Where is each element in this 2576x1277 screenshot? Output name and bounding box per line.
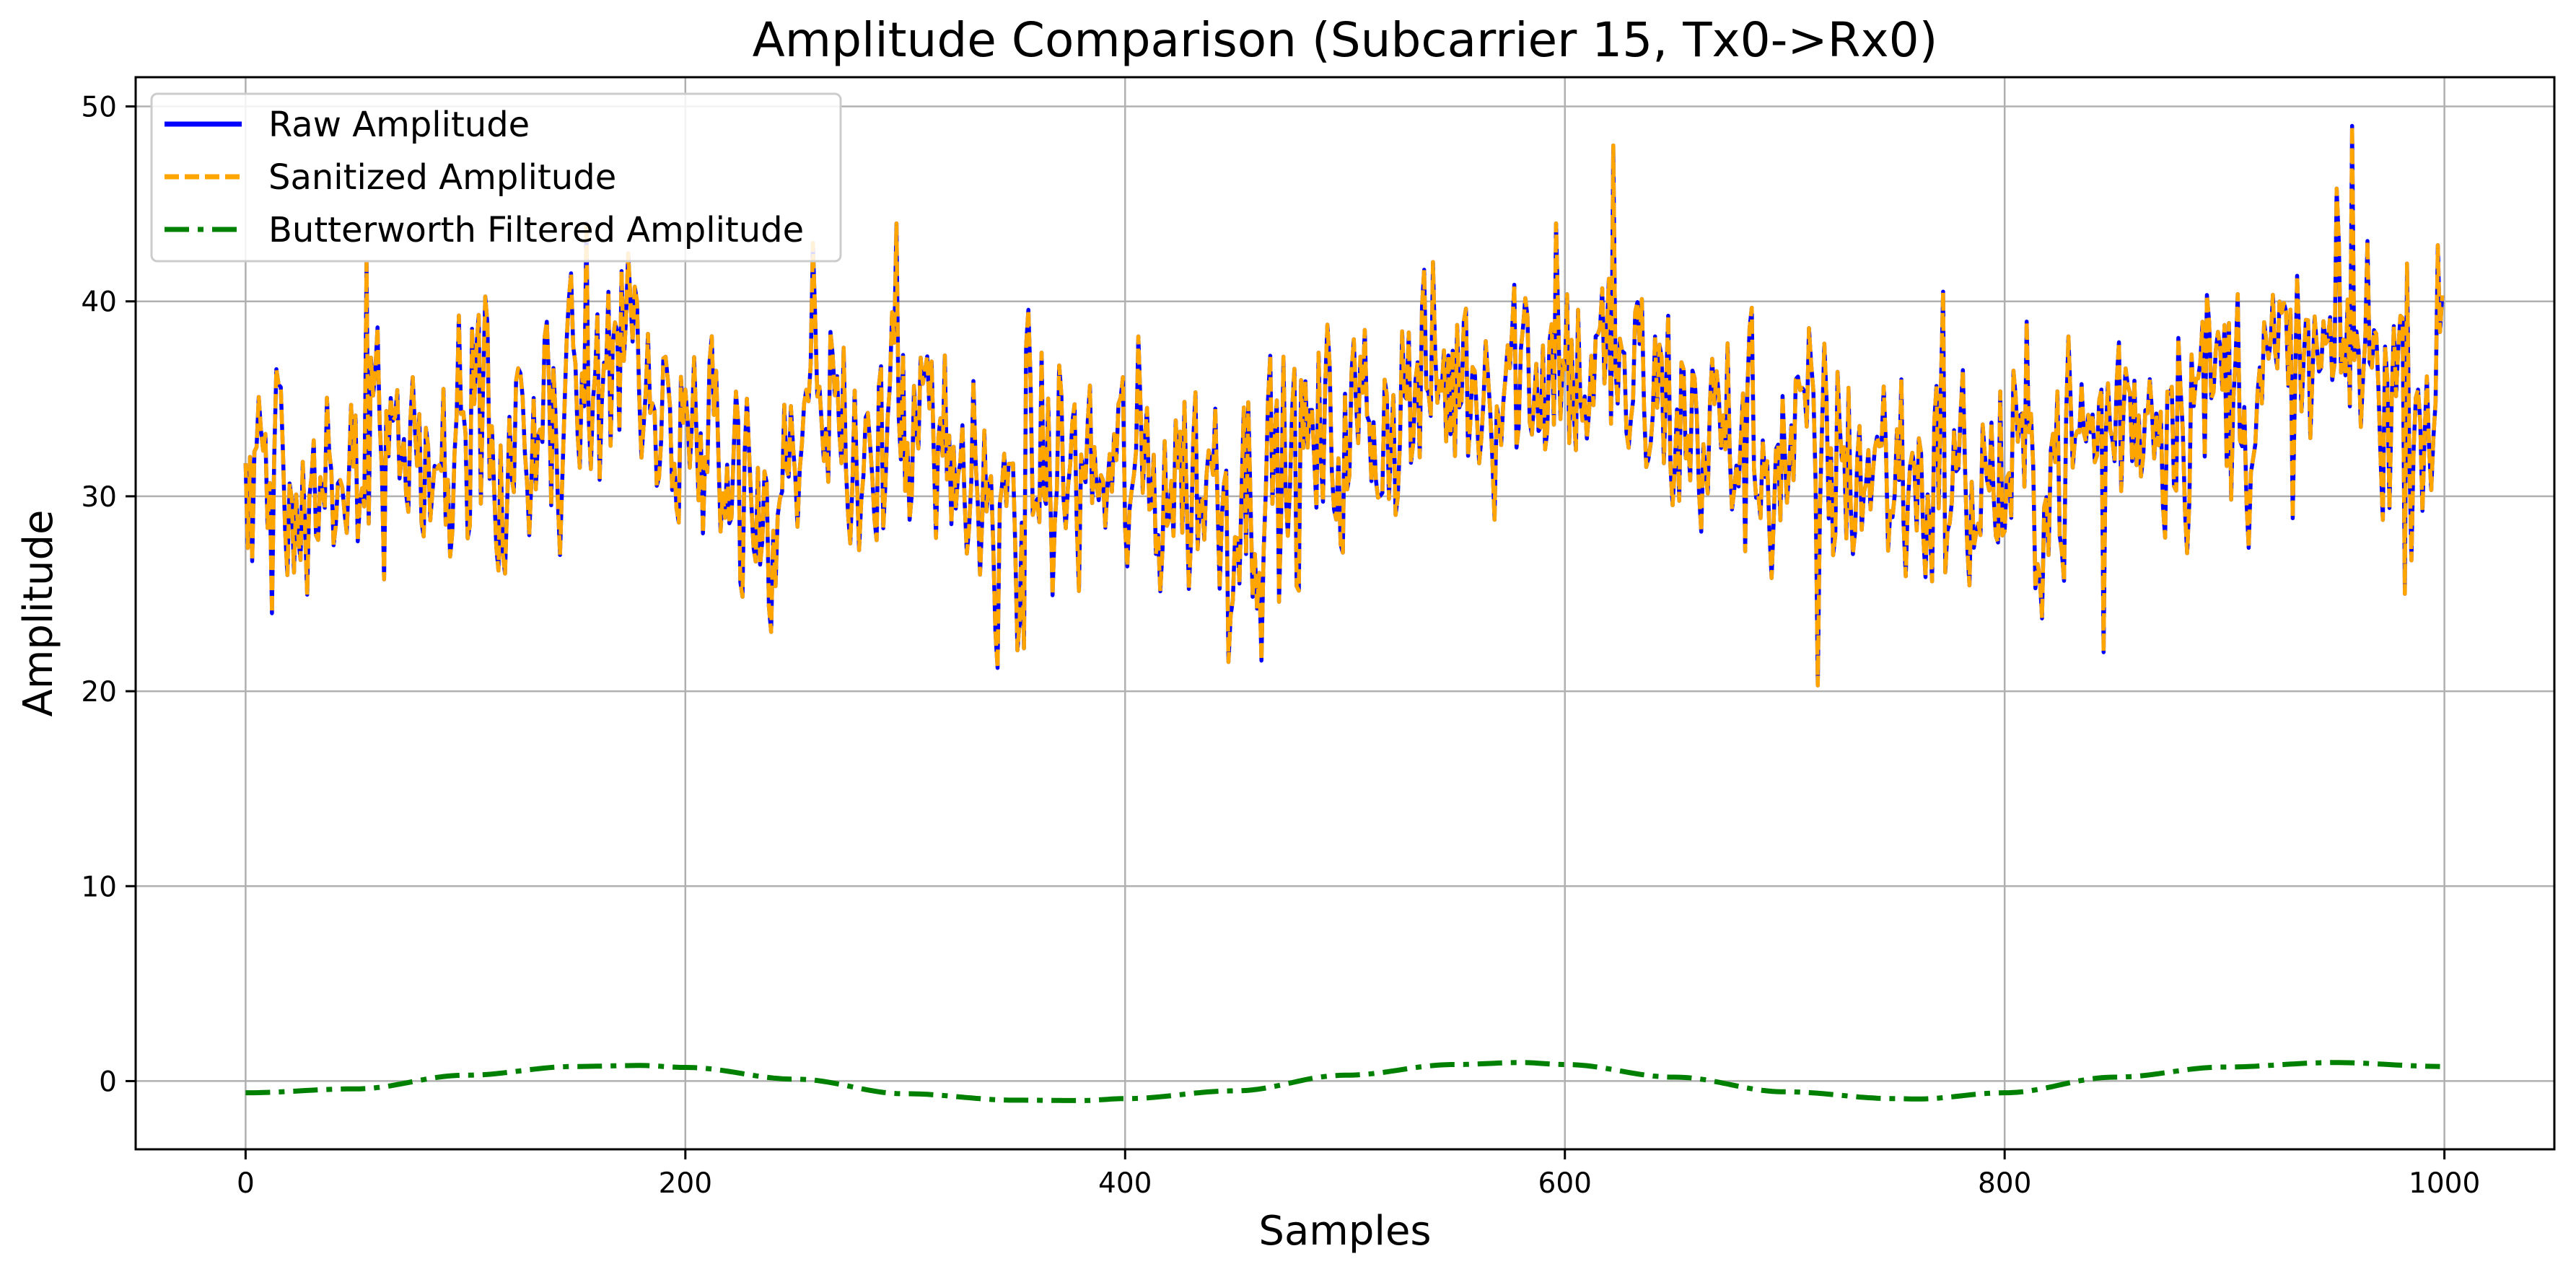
- x-tick-label: 600: [1538, 1167, 1592, 1200]
- y-axis-label: Amplitude: [15, 510, 62, 717]
- y-tick-label: 10: [81, 871, 117, 903]
- legend-label: Raw Amplitude: [268, 105, 530, 145]
- y-tick-label: 0: [99, 1066, 117, 1098]
- x-axis-label: Samples: [1258, 1208, 1431, 1255]
- legend-label: Butterworth Filtered Amplitude: [268, 210, 804, 250]
- y-tick-label: 30: [81, 481, 117, 514]
- y-tick-label: 20: [81, 676, 117, 708]
- x-tick-label: 800: [1978, 1167, 2031, 1200]
- x-tick-label: 400: [1098, 1167, 1152, 1200]
- series-line-sanitized-amplitude: [243, 123, 2445, 688]
- x-tick-label: 200: [659, 1167, 712, 1200]
- series-layer: [243, 123, 2445, 1104]
- y-tick-label: 50: [81, 92, 117, 124]
- ticks: 0 200 400 600 800 1000 0 10 20 30 40 50: [81, 92, 2480, 1200]
- x-tick-label: 1000: [2409, 1167, 2480, 1200]
- y-tick-label: 40: [81, 286, 117, 319]
- legend-box: [150, 92, 842, 263]
- plot-frame: [134, 76, 2556, 1151]
- legend: Raw Amplitude Sanitized Amplitude Butterwo…: [150, 92, 842, 263]
- x-tick-label: 0: [237, 1167, 255, 1200]
- legend-label: Sanitized Amplitude: [268, 157, 616, 198]
- series-line-butterworth-filtered: [245, 1060, 2440, 1104]
- chart-title: Amplitude Comparison (Subcarrier 15, Tx0…: [753, 12, 1938, 68]
